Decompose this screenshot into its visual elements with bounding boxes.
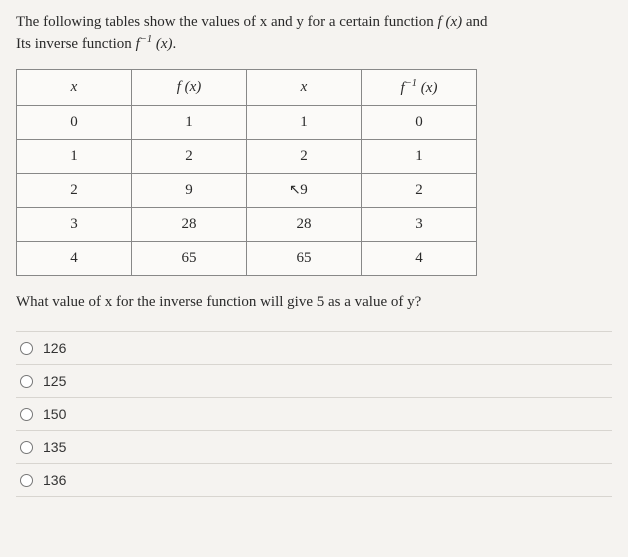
table-cell: 9: [132, 174, 247, 208]
table-cell: 28: [247, 208, 362, 242]
table-row: 1 2 2 1: [17, 140, 477, 174]
table-cell: 65: [247, 242, 362, 276]
prompt-text-1: The following tables show the values of …: [16, 14, 438, 30]
table-cell: 3: [17, 208, 132, 242]
table-cell: 1: [17, 140, 132, 174]
radio-icon: [20, 441, 33, 454]
option-135[interactable]: 135: [16, 431, 612, 464]
table-cell: 2: [132, 140, 247, 174]
col-header-x2: x: [247, 70, 362, 106]
table-row: 2 9 9↖ 2: [17, 174, 477, 208]
table-cell: 1: [362, 140, 477, 174]
table-cell: 4: [362, 242, 477, 276]
function-f: f (x): [438, 14, 463, 30]
table-cell: 3: [362, 208, 477, 242]
table-cell: 9↖: [247, 174, 362, 208]
prompt-text-2b: .: [172, 36, 176, 52]
option-126[interactable]: 126: [16, 331, 612, 365]
col-header-fx: f (x): [132, 70, 247, 106]
radio-icon: [20, 342, 33, 355]
option-150[interactable]: 150: [16, 398, 612, 431]
table-cell: 28: [132, 208, 247, 242]
option-label: 136: [43, 472, 66, 488]
table-cell: 4: [17, 242, 132, 276]
option-label: 126: [43, 340, 66, 356]
answer-options: 126 125 150 135 136: [16, 331, 612, 497]
col-header-x1: x: [17, 70, 132, 106]
table-row: 3 28 28 3: [17, 208, 477, 242]
option-label: 135: [43, 439, 66, 455]
table-header-row: x f (x) x f−1 (x): [17, 70, 477, 106]
problem-statement: The following tables show the values of …: [16, 12, 612, 55]
table-cell: 2: [17, 174, 132, 208]
option-label: 125: [43, 373, 66, 389]
col-header-finv: f−1 (x): [362, 70, 477, 106]
table-cell: 1: [132, 106, 247, 140]
question-text: What value of x for the inverse function…: [16, 294, 612, 311]
table-cell: 0: [17, 106, 132, 140]
prompt-text-2: Its inverse function: [16, 36, 136, 52]
table-row: 4 65 65 4: [17, 242, 477, 276]
table-cell: 2: [247, 140, 362, 174]
cursor-icon: ↖: [289, 182, 301, 199]
values-table: x f (x) x f−1 (x) 0 1 1 0 1 2 2 1 2 9 9↖…: [16, 69, 477, 276]
option-136[interactable]: 136: [16, 464, 612, 497]
radio-icon: [20, 474, 33, 487]
prompt-text-1b: and: [462, 14, 487, 30]
table-cell: 2: [362, 174, 477, 208]
radio-icon: [20, 375, 33, 388]
table-cell: 65: [132, 242, 247, 276]
option-125[interactable]: 125: [16, 365, 612, 398]
function-f-inverse: f−1 (x): [136, 36, 173, 52]
table-cell: 1: [247, 106, 362, 140]
table-cell: 0: [362, 106, 477, 140]
table-row: 0 1 1 0: [17, 106, 477, 140]
radio-icon: [20, 408, 33, 421]
option-label: 150: [43, 406, 66, 422]
